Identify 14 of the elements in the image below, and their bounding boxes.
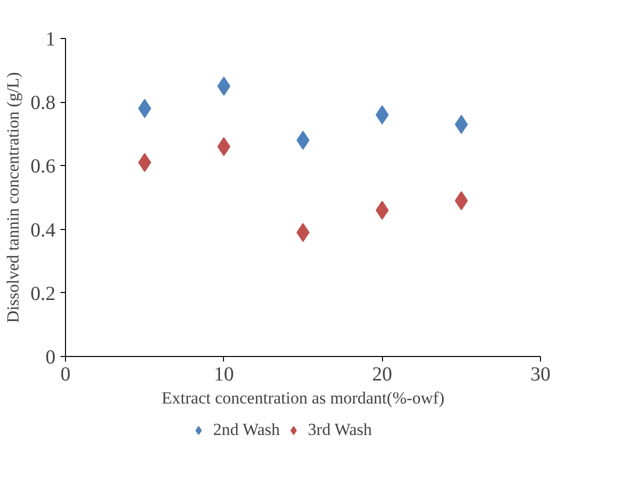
legend-label: 2nd Wash (213, 420, 280, 440)
y-axis-title: Dissolved tannin concentration (g/L) (4, 72, 22, 323)
x-tick-label: 20 (372, 364, 392, 386)
x-tick-label: 30 (530, 364, 550, 386)
y-tick-label: 0.6 (30, 156, 56, 178)
x-tick-label: 10 (214, 364, 234, 386)
y-tick-label: 0.4 (30, 219, 56, 242)
y-tick-label: 1 (46, 28, 56, 50)
y-tick-label: 0.2 (30, 282, 56, 305)
legend-label: 3rd Wash (308, 420, 372, 440)
y-tick-label: 0.8 (30, 92, 56, 114)
y-tick-label: 0 (46, 346, 56, 368)
x-axis-title: Extract concentration as mordant(%-owf) (162, 388, 444, 408)
x-tick-label: 0 (60, 364, 70, 386)
